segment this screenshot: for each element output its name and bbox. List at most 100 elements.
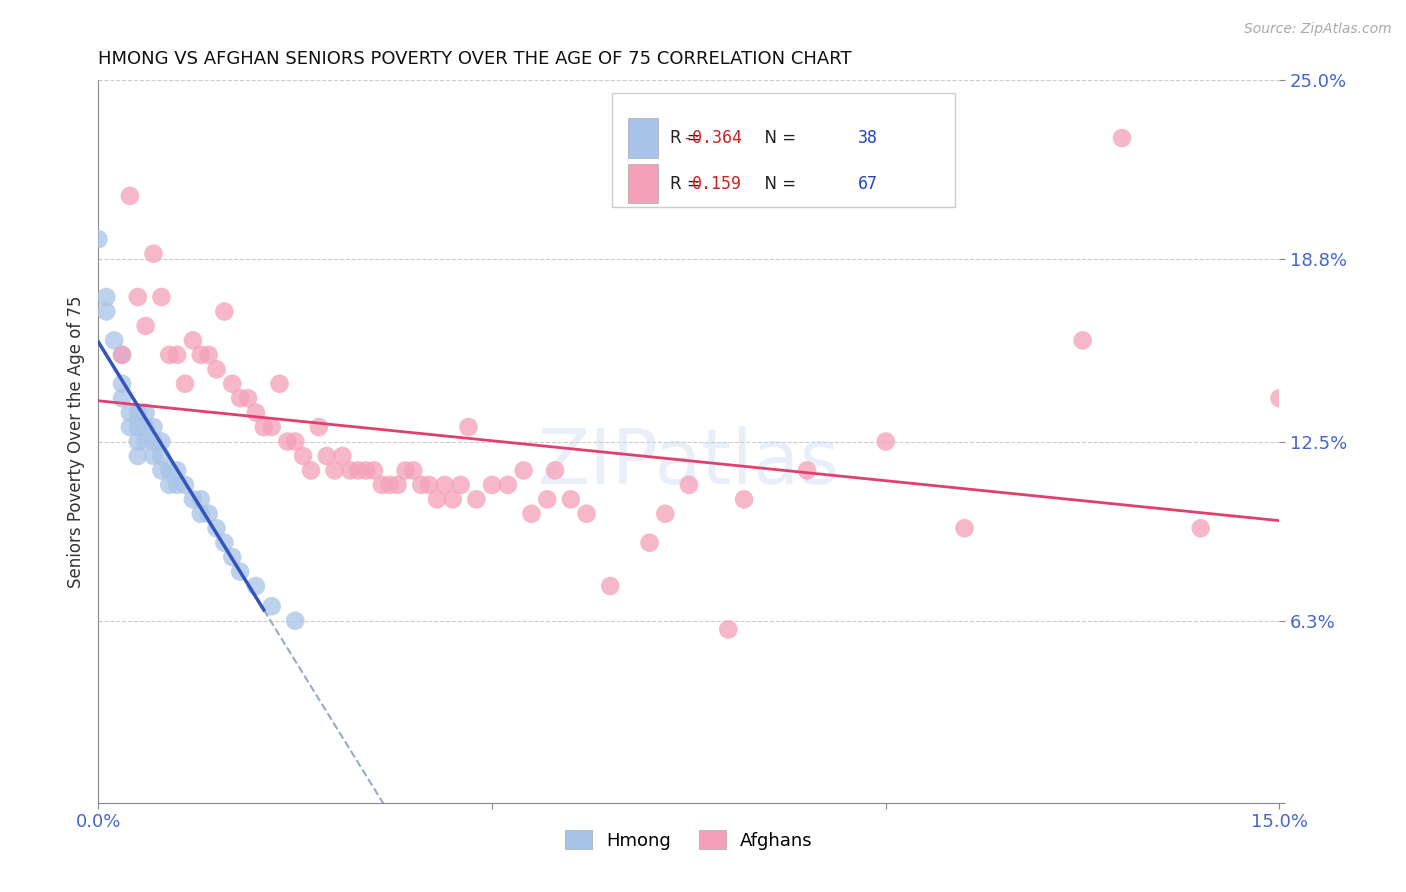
Text: HMONG VS AFGHAN SENIORS POVERTY OVER THE AGE OF 75 CORRELATION CHART: HMONG VS AFGHAN SENIORS POVERTY OVER THE… bbox=[98, 50, 852, 68]
Point bbox=[214, 304, 236, 318]
Point bbox=[87, 232, 110, 246]
Point bbox=[354, 463, 377, 477]
Point bbox=[229, 391, 252, 405]
Point bbox=[260, 599, 283, 614]
Point bbox=[142, 246, 165, 260]
Point bbox=[157, 478, 180, 492]
Text: 38: 38 bbox=[858, 129, 877, 147]
Point bbox=[166, 478, 188, 492]
Text: -0.364: -0.364 bbox=[682, 129, 742, 147]
Point bbox=[1189, 521, 1212, 535]
Point bbox=[221, 550, 243, 565]
Point bbox=[190, 348, 212, 362]
Point bbox=[135, 420, 157, 434]
Text: 0.159: 0.159 bbox=[692, 175, 742, 193]
Point bbox=[142, 434, 165, 449]
Point bbox=[426, 492, 449, 507]
Bar bbox=[627, 119, 658, 158]
Point bbox=[127, 434, 149, 449]
Point bbox=[371, 478, 394, 492]
Point bbox=[260, 420, 283, 434]
Point bbox=[284, 614, 307, 628]
Point bbox=[197, 507, 219, 521]
Point bbox=[142, 420, 165, 434]
Point bbox=[127, 449, 149, 463]
Point bbox=[654, 507, 676, 521]
Point bbox=[733, 492, 755, 507]
Point bbox=[157, 463, 180, 477]
Point bbox=[387, 478, 409, 492]
Point bbox=[347, 463, 370, 477]
Point bbox=[166, 463, 188, 477]
Point bbox=[402, 463, 425, 477]
Point bbox=[323, 463, 346, 477]
Point bbox=[127, 290, 149, 304]
Point bbox=[308, 420, 330, 434]
Point bbox=[875, 434, 897, 449]
Point bbox=[1268, 391, 1291, 405]
Point bbox=[118, 406, 141, 420]
Point bbox=[299, 463, 322, 477]
Point bbox=[544, 463, 567, 477]
Point bbox=[332, 449, 354, 463]
Bar bbox=[627, 164, 658, 203]
Point bbox=[142, 449, 165, 463]
Point bbox=[269, 376, 291, 391]
Point bbox=[111, 376, 134, 391]
Y-axis label: Seniors Poverty Over the Age of 75: Seniors Poverty Over the Age of 75 bbox=[66, 295, 84, 588]
Point bbox=[96, 304, 118, 318]
Point bbox=[150, 449, 173, 463]
Point bbox=[678, 478, 700, 492]
Point bbox=[1071, 334, 1094, 348]
Point bbox=[717, 623, 740, 637]
Point bbox=[181, 334, 204, 348]
Point bbox=[127, 420, 149, 434]
Point bbox=[214, 535, 236, 549]
Point bbox=[450, 478, 472, 492]
Point bbox=[174, 376, 197, 391]
Point bbox=[150, 290, 173, 304]
Point bbox=[96, 290, 118, 304]
Point bbox=[394, 463, 416, 477]
Point bbox=[245, 406, 267, 420]
Point bbox=[339, 463, 361, 477]
Point bbox=[363, 463, 385, 477]
Point bbox=[135, 406, 157, 420]
Point bbox=[638, 535, 661, 549]
Point bbox=[127, 406, 149, 420]
Point bbox=[118, 189, 141, 203]
Point bbox=[245, 579, 267, 593]
Point bbox=[174, 478, 197, 492]
Point bbox=[221, 376, 243, 391]
Point bbox=[315, 449, 337, 463]
Point bbox=[796, 463, 818, 477]
Point bbox=[441, 492, 464, 507]
Point bbox=[1111, 131, 1133, 145]
Point bbox=[457, 420, 479, 434]
Point bbox=[575, 507, 598, 521]
Point bbox=[284, 434, 307, 449]
Point bbox=[205, 362, 228, 376]
Point bbox=[111, 391, 134, 405]
Point bbox=[536, 492, 558, 507]
Point bbox=[496, 478, 519, 492]
FancyBboxPatch shape bbox=[612, 93, 955, 207]
Point bbox=[433, 478, 456, 492]
Point bbox=[378, 478, 401, 492]
Point bbox=[135, 434, 157, 449]
Point bbox=[190, 492, 212, 507]
Point bbox=[465, 492, 488, 507]
Text: 67: 67 bbox=[858, 175, 877, 193]
Point bbox=[135, 318, 157, 333]
Point bbox=[118, 420, 141, 434]
Point bbox=[157, 348, 180, 362]
Point bbox=[190, 507, 212, 521]
Point bbox=[150, 434, 173, 449]
Point bbox=[205, 521, 228, 535]
Point bbox=[181, 492, 204, 507]
Text: ZIPatlas: ZIPatlas bbox=[537, 426, 841, 500]
Point bbox=[236, 391, 259, 405]
Point bbox=[512, 463, 534, 477]
Point bbox=[292, 449, 315, 463]
Point bbox=[411, 478, 433, 492]
